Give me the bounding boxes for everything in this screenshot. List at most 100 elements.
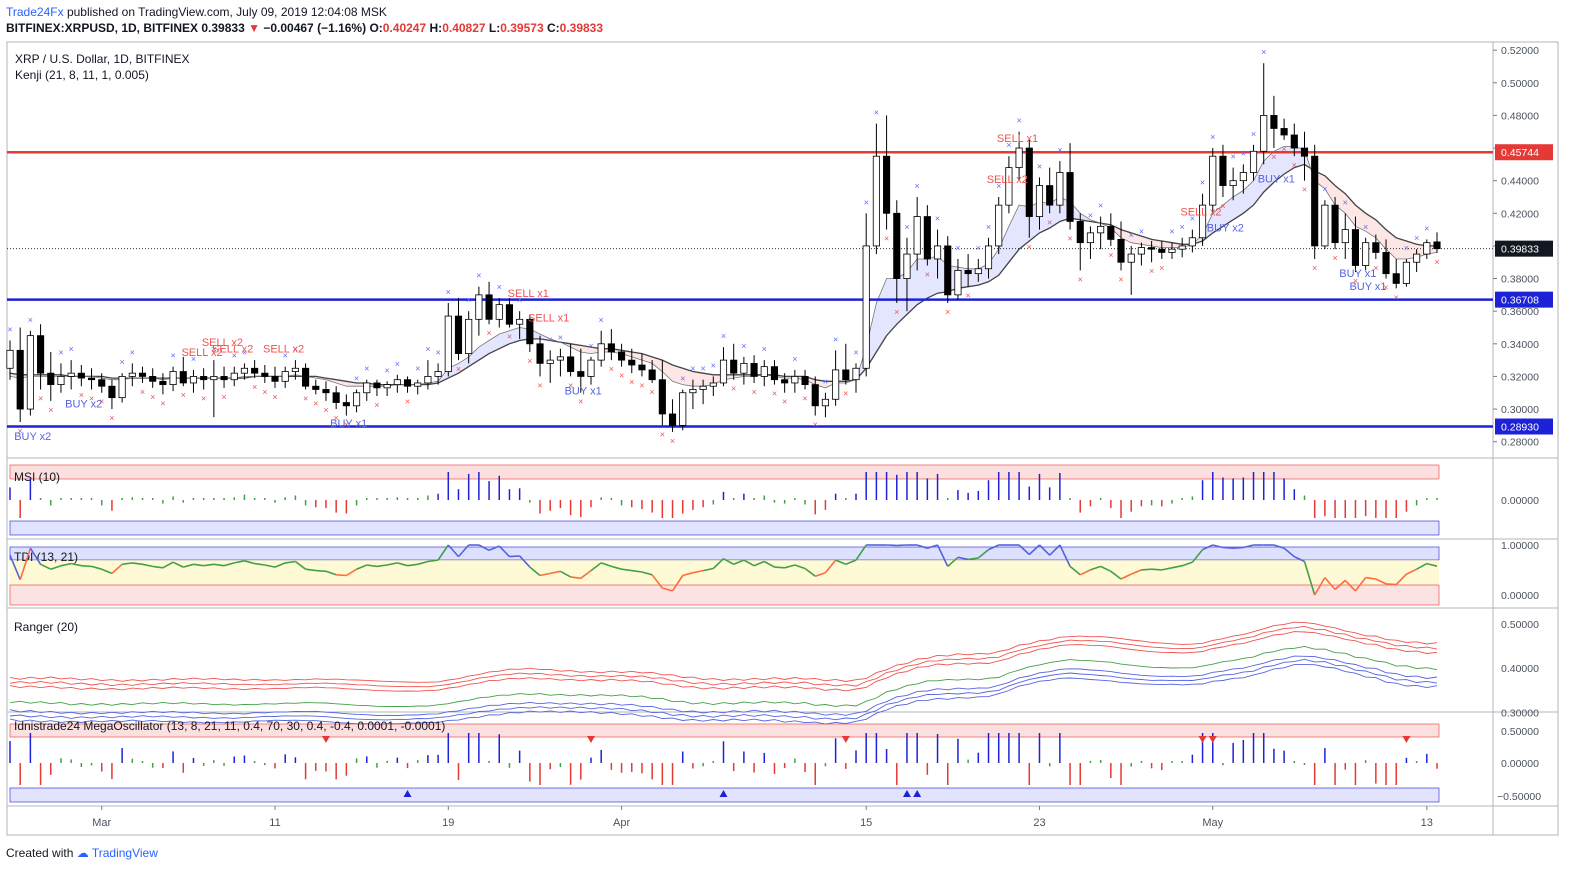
sell-marker: × xyxy=(813,420,818,430)
sell-marker: × xyxy=(1118,274,1123,284)
buy-marker: × xyxy=(955,243,960,253)
candle-body xyxy=(1341,229,1349,244)
buy-marker: × xyxy=(1016,116,1021,126)
kenji-cloud-segment xyxy=(896,272,907,325)
tradingview-logo[interactable]: ☁ TradingView xyxy=(76,846,158,860)
mega-sell-triangle xyxy=(1402,736,1411,743)
candle-body xyxy=(944,245,952,296)
tdi-line-segment xyxy=(988,544,1000,551)
sell-marker: × xyxy=(374,400,379,410)
sell-marker: × xyxy=(140,387,145,397)
candle-body xyxy=(1066,172,1074,222)
level-price-box xyxy=(1495,418,1553,435)
candle-body xyxy=(597,343,605,361)
candle-body xyxy=(108,385,116,399)
tdi-pane-title: TDI (13, 21) xyxy=(14,550,78,564)
candle-body xyxy=(1086,232,1095,244)
candle-body xyxy=(495,304,503,320)
candle-body xyxy=(1270,115,1278,129)
candle-body xyxy=(169,371,177,385)
sell-marker: × xyxy=(1220,201,1225,211)
tdi-line-segment xyxy=(1120,573,1132,580)
candle-body xyxy=(220,376,228,381)
tdi-line-segment xyxy=(397,562,408,567)
sell-marker: × xyxy=(772,389,777,399)
low-value: 0.39573 xyxy=(500,21,544,35)
buy-marker: × xyxy=(680,373,685,383)
kenji-cloud-segment xyxy=(662,360,673,382)
tdi-line-segment xyxy=(1181,561,1193,567)
tdi-line-segment xyxy=(723,557,735,566)
tdi-line-segment xyxy=(203,563,214,567)
kenji-cloud-segment xyxy=(1233,190,1244,220)
candle-body xyxy=(1311,155,1319,247)
level-price-label: 0.45744 xyxy=(1501,147,1539,159)
sell-marker: × xyxy=(1067,234,1072,244)
buy-marker: × xyxy=(915,181,920,191)
sell-marker: × xyxy=(507,331,512,341)
sell-marker: × xyxy=(731,384,736,394)
tdi-line-segment xyxy=(835,559,847,566)
buy-marker: × xyxy=(1241,148,1246,158)
candle-body xyxy=(933,245,942,260)
buy-marker: × xyxy=(690,364,695,374)
candle-body xyxy=(1249,150,1258,173)
buy-marker: × xyxy=(446,287,451,297)
mega-buy-triangle xyxy=(403,790,412,797)
buy-marker: × xyxy=(211,344,216,354)
candle-body xyxy=(149,376,157,382)
buy-signal-label: BUY x2 xyxy=(1207,222,1244,234)
sell-marker: × xyxy=(272,392,277,402)
sell-marker: × xyxy=(660,429,665,439)
tdi-line-segment xyxy=(9,554,21,581)
tdi-line-segment xyxy=(1018,544,1030,556)
buy-marker: × xyxy=(7,325,12,335)
sell-marker: × xyxy=(1149,266,1154,276)
buy-marker: × xyxy=(354,373,359,383)
candle-body xyxy=(770,366,779,381)
tdi-line-segment xyxy=(631,569,643,573)
tdi-line-segment xyxy=(560,570,571,578)
buy-marker: × xyxy=(558,333,563,343)
candle-body xyxy=(648,369,656,381)
tdi-line-segment xyxy=(386,562,398,566)
candle-body xyxy=(342,402,350,407)
tdi-line-segment xyxy=(968,557,979,561)
tdi-line-segment xyxy=(336,574,347,577)
tdi-line-segment xyxy=(1243,544,1254,549)
candle-body xyxy=(179,371,187,384)
tdi-line-segment xyxy=(927,544,938,549)
sell-marker: × xyxy=(1434,257,1439,267)
buy-marker: × xyxy=(425,344,430,354)
tdi-y-tick-label: 1.00000 xyxy=(1501,540,1539,552)
candle-body xyxy=(995,204,1003,247)
buy-marker: × xyxy=(1404,243,1409,253)
y-tick-label: 0.34000 xyxy=(1501,339,1539,351)
sell-marker: × xyxy=(1027,242,1032,252)
kenji-cloud-segment xyxy=(631,351,642,361)
mega-sell-triangle xyxy=(321,736,330,743)
candle-body xyxy=(200,376,208,381)
tdi-line-segment xyxy=(122,562,133,566)
kenji-cloud-segment xyxy=(499,330,510,349)
candle-body xyxy=(1372,242,1380,253)
sell-signal-label: SELL x1 xyxy=(508,288,549,300)
candle-body xyxy=(872,155,880,247)
msi-lower-band xyxy=(9,520,1440,536)
ranger-band-line xyxy=(9,621,1438,683)
tdi-line-segment xyxy=(91,565,102,570)
tdi-line-segment xyxy=(1324,577,1336,591)
sell-marker: × xyxy=(181,390,186,400)
buy-marker: × xyxy=(1057,145,1062,155)
publisher-link[interactable]: Trade24Fx xyxy=(6,5,64,19)
candle-body xyxy=(1168,248,1176,253)
candle-body xyxy=(98,379,106,387)
candle-body xyxy=(465,318,473,354)
x-tick-label: Mar xyxy=(92,817,111,829)
tdi-line-segment xyxy=(1385,583,1397,586)
buy-marker: × xyxy=(833,334,838,344)
sell-marker: × xyxy=(1078,274,1083,284)
mega-sell-triangle xyxy=(1208,736,1217,743)
tdi-line-segment xyxy=(845,559,857,566)
